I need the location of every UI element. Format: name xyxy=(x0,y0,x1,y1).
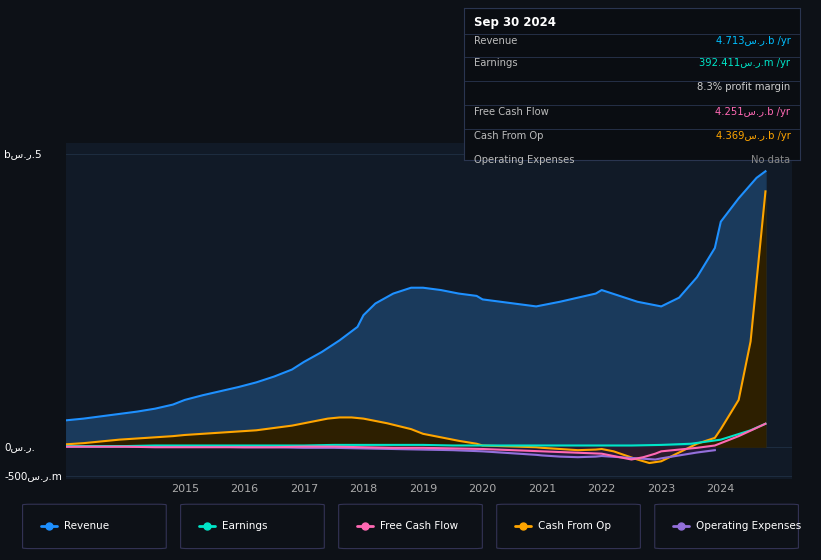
Text: 8.3% profit margin: 8.3% profit margin xyxy=(697,82,791,92)
Text: Earnings: Earnings xyxy=(474,58,517,68)
Text: -500س.ر.m: -500س.ر.m xyxy=(4,471,62,481)
Text: bس.ر.5: bس.ر.5 xyxy=(4,150,42,160)
Text: 0س.ر.: 0س.ر. xyxy=(4,442,35,452)
Text: Revenue: Revenue xyxy=(474,36,517,45)
Text: Cash From Op: Cash From Op xyxy=(474,131,544,141)
Text: 4.369س.ر.b /yr: 4.369س.ر.b /yr xyxy=(716,131,791,141)
Text: Cash From Op: Cash From Op xyxy=(538,521,611,531)
Text: 4.251س.ر.b /yr: 4.251س.ر.b /yr xyxy=(715,106,791,116)
Text: Revenue: Revenue xyxy=(64,521,108,531)
Text: 4.713س.ر.b /yr: 4.713س.ر.b /yr xyxy=(716,36,791,45)
Text: 392.411س.ر.m /yr: 392.411س.ر.m /yr xyxy=(699,58,791,68)
Text: Free Cash Flow: Free Cash Flow xyxy=(380,521,458,531)
Text: Sep 30 2024: Sep 30 2024 xyxy=(474,16,556,29)
Text: Free Cash Flow: Free Cash Flow xyxy=(474,106,548,116)
Text: Operating Expenses: Operating Expenses xyxy=(696,521,801,531)
Text: Earnings: Earnings xyxy=(222,521,267,531)
Text: No data: No data xyxy=(751,155,791,165)
Text: Operating Expenses: Operating Expenses xyxy=(474,155,575,165)
